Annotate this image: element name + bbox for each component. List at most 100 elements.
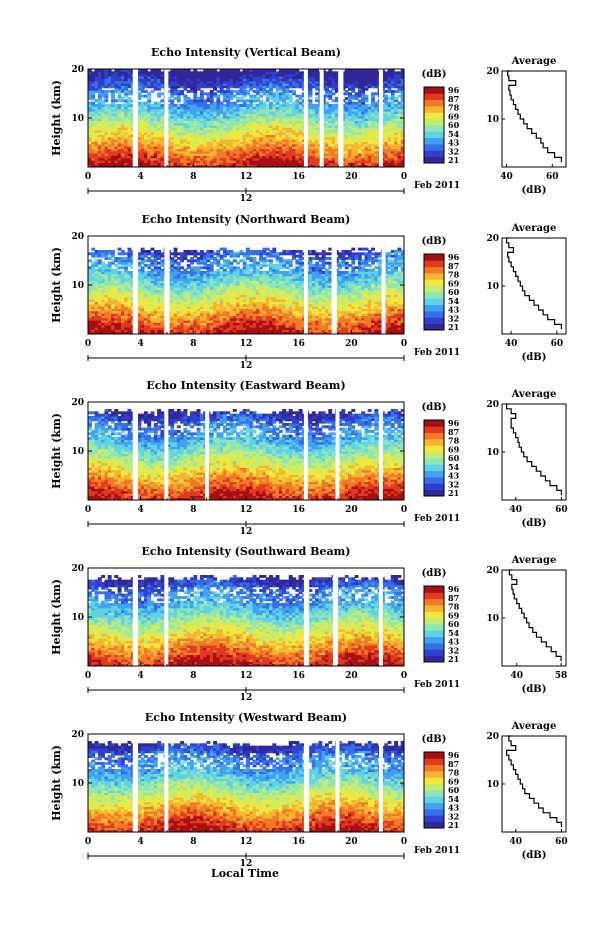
colorbar-swatch <box>424 630 444 638</box>
data-gap <box>335 402 340 500</box>
y-tick-label: 20 <box>71 564 84 574</box>
average-x-tick-label: 40 <box>511 671 524 681</box>
colorbar-swatch <box>424 156 444 164</box>
colorbar-swatch <box>424 266 444 274</box>
colorbar-swatch <box>424 150 444 158</box>
colorbar-tick-label: 78 <box>448 270 460 280</box>
x-tick-label: 20 <box>345 505 358 515</box>
colorbar-swatch <box>424 790 444 797</box>
colorbar-swatch <box>424 758 444 766</box>
colorbar-swatch <box>424 112 444 120</box>
x-tick-label: 4 <box>138 172 144 182</box>
colorbar-swatch <box>424 292 444 299</box>
data-gap <box>164 568 169 666</box>
x-tick-label: 4 <box>138 837 144 847</box>
data-gap <box>338 69 344 167</box>
y-tick-label: 20 <box>71 730 84 740</box>
colorbar-swatch <box>424 311 444 318</box>
colorbar-swatch <box>424 655 444 663</box>
average-x-tick-label: 58 <box>555 671 568 681</box>
colorbar-unit: (dB) <box>422 69 447 80</box>
colorbar-tick-label: 54 <box>448 628 460 638</box>
date-tick-label: 12 <box>240 194 253 204</box>
average-title: Average <box>511 721 557 732</box>
colorbar-tick-label: 60 <box>448 287 460 297</box>
colorbar-frame <box>423 751 445 829</box>
data-gap <box>164 236 170 334</box>
x-tick-label: 8 <box>190 837 196 847</box>
x-tick-label: 0 <box>401 837 407 847</box>
x-tick-label: 8 <box>190 339 196 349</box>
colorbar-tick-label: 60 <box>448 619 460 629</box>
colorbar-swatch <box>424 451 444 459</box>
colorbar-tick-label: 32 <box>448 146 459 156</box>
panel-4: Echo Intensity (Southward Beam) 0 4 8 12 16 20… <box>50 545 567 703</box>
date-tick-label: 12 <box>240 859 253 869</box>
colorbar-swatch <box>424 298 444 306</box>
colorbar-tick-label: 60 <box>448 785 460 795</box>
colorbar-unit: (dB) <box>422 734 447 745</box>
colorbar-unit: (dB) <box>422 236 447 247</box>
colorbar-swatch <box>424 125 444 132</box>
average-y-tick-label: 20 <box>486 67 499 77</box>
colorbar-tick-label: 54 <box>448 794 460 804</box>
colorbar-swatch <box>424 93 444 101</box>
average-x-tick-label: 40 <box>505 339 518 349</box>
colorbar-tick-label: 69 <box>448 444 460 454</box>
average-y-tick-label: 20 <box>486 732 499 742</box>
average-y-tick-label: 10 <box>486 780 499 790</box>
colorbar-swatch <box>424 273 444 280</box>
colorbar-tick-label: 87 <box>448 593 459 603</box>
colorbar-swatch <box>424 106 444 113</box>
colorbar-swatch <box>424 131 444 139</box>
y-tick-label: 10 <box>71 779 84 789</box>
x-tick-label: 16 <box>292 837 305 847</box>
y-tick-label: 20 <box>71 398 84 408</box>
x-tick-label: 12 <box>240 505 253 515</box>
colorbar-tick-label: 21 <box>448 488 459 498</box>
colorbar-swatch <box>424 617 444 625</box>
colorbar-swatch <box>424 254 444 261</box>
average-profile: Average 40 60 10 20 (dB) <box>486 389 567 529</box>
colorbar-swatch <box>424 764 444 772</box>
data-gap <box>378 402 383 500</box>
colorbar-tick-label: 60 <box>448 120 460 130</box>
colorbar-swatch <box>424 439 444 446</box>
colorbar-tick-label: 96 <box>448 85 460 95</box>
average-title: Average <box>511 389 557 400</box>
colorbar-tick-label: 43 <box>448 305 460 315</box>
x-tick-label: 20 <box>345 172 358 182</box>
x-tick-label: 8 <box>190 172 196 182</box>
heatmap-cells <box>88 236 404 334</box>
colorbar-tick-label: 60 <box>448 453 460 463</box>
colorbar-frame <box>423 419 445 497</box>
average-x-tick-label: 40 <box>500 172 513 182</box>
y-tick-label: 10 <box>71 613 84 623</box>
average-y-tick-label: 20 <box>486 400 499 410</box>
colorbar-tick-label: 96 <box>448 252 460 262</box>
average-title: Average <box>511 555 557 566</box>
colorbar-swatch <box>424 285 444 293</box>
date-label: Feb 2011 <box>414 680 460 690</box>
data-gap <box>303 734 310 832</box>
colorbar-tick-label: 69 <box>448 278 460 288</box>
heatmap-cells <box>88 402 404 500</box>
date-label: Feb 2011 <box>414 348 460 358</box>
panel-1: Echo Intensity (Vertical Beam) 0 4 8 12 16 20 0… <box>50 46 567 204</box>
panel-title: Echo Intensity (Eastward Beam) <box>146 379 345 392</box>
average-title: Average <box>511 223 557 234</box>
colorbar-swatch <box>424 489 444 497</box>
colorbar-swatch <box>424 783 444 791</box>
date-tick-label: 12 <box>240 693 253 703</box>
colorbar-swatch <box>424 586 444 593</box>
x-tick-label: 0 <box>401 172 407 182</box>
average-y-tick-label: 10 <box>486 614 499 624</box>
colorbar-tick-label: 96 <box>448 584 460 594</box>
colorbar-tick-label: 43 <box>448 803 460 813</box>
colorbar-tick-label: 43 <box>448 138 460 148</box>
colorbar-swatch <box>424 470 444 478</box>
colorbar-swatch <box>424 483 444 491</box>
x-tick-label: 16 <box>292 172 305 182</box>
